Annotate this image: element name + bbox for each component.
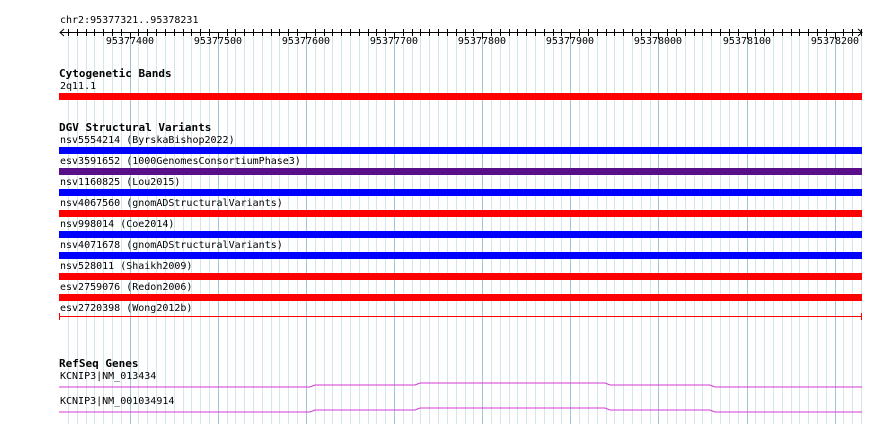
variant-label[interactable]: nsv4071678 (gnomADStructuralVariants) — [60, 240, 283, 251]
cytoband-track-title: Cytogenetic Bands — [59, 67, 172, 80]
variant-label[interactable]: nsv528011 (Shaikh2009) — [60, 261, 193, 272]
dgv-track-title: DGV Structural Variants — [59, 121, 212, 134]
variant-bar[interactable] — [59, 252, 862, 259]
ruler-tick-label: 95377500 — [194, 36, 242, 47]
ruler-tick-label: 95378100 — [723, 36, 771, 47]
refseq-track-title: RefSeq Genes — [59, 357, 139, 370]
variant-bar[interactable] — [59, 189, 862, 196]
ruler-tick-label: 95378000 — [634, 36, 682, 47]
ruler-tick-label: 95377900 — [546, 36, 594, 47]
cytoband-label[interactable]: 2q11.1 — [60, 81, 97, 92]
location-label: chr2:95377321..95378231 — [60, 15, 199, 26]
variant-bar[interactable] — [59, 294, 862, 301]
variant-bar[interactable] — [59, 231, 862, 238]
ruler-tick-label: 95378200 — [811, 36, 859, 47]
gene-label[interactable]: KCNIP3|NM_013434 — [60, 371, 157, 382]
variant-bar[interactable] — [59, 273, 862, 280]
cytoband-bar[interactable] — [59, 93, 862, 100]
gene-label[interactable]: KCNIP3|NM_001034914 — [60, 396, 175, 407]
variant-label[interactable]: esv3591652 (1000GenomesConsortiumPhase3) — [60, 156, 301, 167]
ruler-arrow — [59, 28, 65, 37]
variant-label[interactable]: esv2720398 (Wong2012b) — [60, 303, 193, 314]
variant-label[interactable]: nsv5554214 (ByrskaBishop2022) — [60, 135, 235, 146]
variant-label[interactable]: nsv1160825 (Lou2015) — [60, 177, 181, 188]
ruler-axis: 95377400 95377500 95377600 95377700 95377800… — [59, 28, 863, 47]
ruler-tick-label: 95377800 — [458, 36, 506, 47]
ruler-tick-label: 95377400 — [106, 36, 154, 47]
variant-label[interactable]: nsv998014 (Coe2014) — [60, 219, 175, 230]
variant-bar[interactable] — [59, 168, 862, 175]
variant-bar[interactable] — [59, 210, 862, 217]
variant-line[interactable] — [59, 313, 862, 320]
variant-label[interactable]: nsv4067560 (gnomADStructuralVariants) — [60, 198, 283, 209]
variant-label[interactable]: esv2759076 (Redon2006) — [60, 282, 193, 293]
variant-bar[interactable] — [59, 147, 862, 154]
ruler-tick-label: 95377600 — [282, 36, 330, 47]
ruler-tick-label: 95377700 — [370, 36, 418, 47]
